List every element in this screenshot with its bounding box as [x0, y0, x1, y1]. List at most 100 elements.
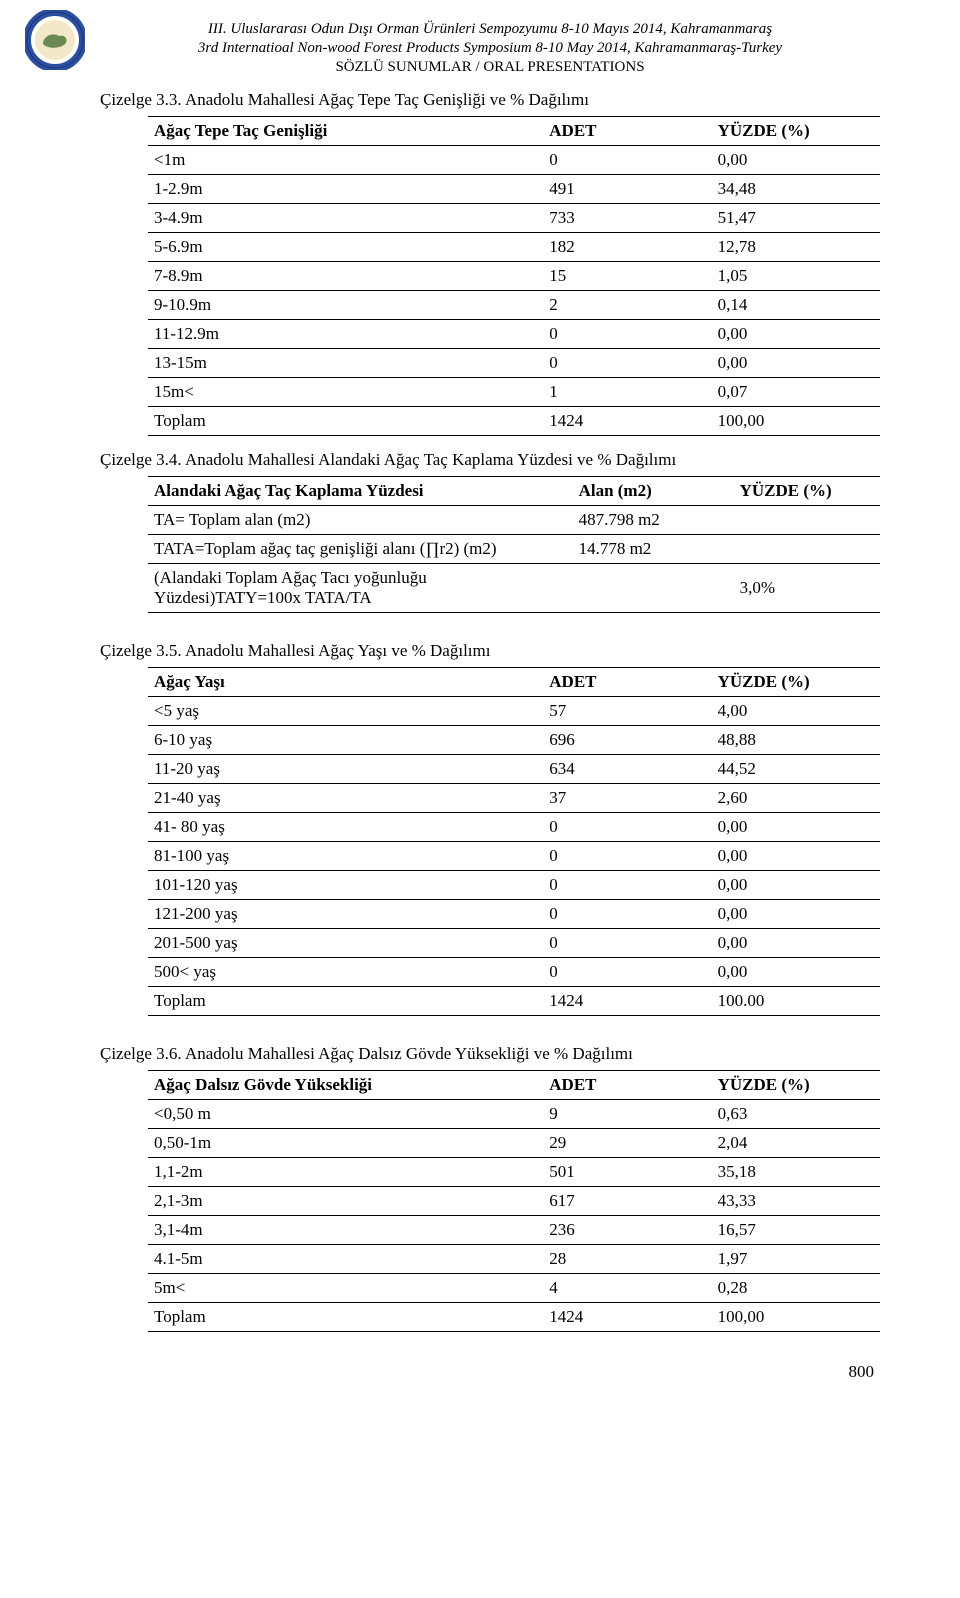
table-cell: <0,50 m: [148, 1100, 543, 1129]
table-cell: 100,00: [712, 407, 880, 436]
table-cell: 0: [543, 929, 711, 958]
table-row: 7-8.9m151,05: [148, 262, 880, 291]
table-cell: 0,00: [712, 842, 880, 871]
table-cell: 21-40 yaş: [148, 784, 543, 813]
table-row: 6-10 yaş69648,88: [148, 726, 880, 755]
table-cell: 37: [543, 784, 711, 813]
table-cell: 1424: [543, 987, 711, 1016]
table-cell: 0,00: [712, 929, 880, 958]
table-cell: 3,0%: [734, 564, 880, 613]
table-row: 15m<10,07: [148, 378, 880, 407]
table-cell: 13-15m: [148, 349, 543, 378]
table-cell: 0,00: [712, 320, 880, 349]
table-cell: 4.1-5m: [148, 1245, 543, 1274]
table-cell: 14.778 m2: [573, 535, 734, 564]
table-cell: 5-6.9m: [148, 233, 543, 262]
header-line-2: 3rd Internatioal Non-wood Forest Product…: [100, 39, 880, 58]
table-cell: 0,50-1m: [148, 1129, 543, 1158]
table36-head-1: ADET: [543, 1071, 711, 1100]
table-cell: 2,60: [712, 784, 880, 813]
table-cell: 51,47: [712, 204, 880, 233]
table-row: 0,50-1m292,04: [148, 1129, 880, 1158]
table-cell: Toplam: [148, 1303, 543, 1332]
table-cell: 15m<: [148, 378, 543, 407]
table-cell: 733: [543, 204, 711, 233]
table35-head-0: Ağaç Yaşı: [148, 668, 543, 697]
table-cell: 0,00: [712, 813, 880, 842]
table-cell: 491: [543, 175, 711, 204]
table-cell: 0: [543, 871, 711, 900]
table-row: 9-10.9m20,14: [148, 291, 880, 320]
table-cell: 634: [543, 755, 711, 784]
table-row: TA= Toplam alan (m2)487.798 m2: [148, 506, 880, 535]
table-cell: 35,18: [712, 1158, 880, 1187]
header-line-1: III. Uluslararası Odun Dışı Orman Ürünle…: [100, 20, 880, 39]
table-cell: TATA=Toplam ağaç taç genişliği alanı (∏r…: [148, 535, 573, 564]
table-row: 2,1-3m61743,33: [148, 1187, 880, 1216]
table-cell: 100,00: [712, 1303, 880, 1332]
table34-caption: Çizelge 3.4. Anadolu Mahallesi Alandaki …: [100, 450, 880, 470]
table-cell: 1,05: [712, 262, 880, 291]
table-row: 5m<40,28: [148, 1274, 880, 1303]
table-row: Toplam1424100,00: [148, 1303, 880, 1332]
table-cell: TA= Toplam alan (m2): [148, 506, 573, 535]
table-cell: 501: [543, 1158, 711, 1187]
table-row: 3,1-4m23616,57: [148, 1216, 880, 1245]
table-33: Ağaç Tepe Taç Genişliği ADET YÜZDE (%) <…: [148, 116, 880, 436]
table-cell: (Alandaki Toplam Ağaç Tacı yoğunluğu Yüz…: [148, 564, 573, 613]
table-cell: 9-10.9m: [148, 291, 543, 320]
table-cell: 11-20 yaş: [148, 755, 543, 784]
table-cell: 1,97: [712, 1245, 880, 1274]
table-row: 1-2.9m49134,48: [148, 175, 880, 204]
table-cell: 0: [543, 900, 711, 929]
table-cell: 0: [543, 320, 711, 349]
table34-head-0: Alandaki Ağaç Taç Kaplama Yüzdesi: [148, 477, 573, 506]
table-cell: 1424: [543, 1303, 711, 1332]
table-row: 81-100 yaş00,00: [148, 842, 880, 871]
table-cell: 6-10 yaş: [148, 726, 543, 755]
table-cell: 0: [543, 146, 711, 175]
table-row: TATA=Toplam ağaç taç genişliği alanı (∏r…: [148, 535, 880, 564]
table-cell: 101-120 yaş: [148, 871, 543, 900]
table-cell: 182: [543, 233, 711, 262]
table-cell: 2,04: [712, 1129, 880, 1158]
table-row: 11-20 yaş63444,52: [148, 755, 880, 784]
table34-head-2: YÜZDE (%): [734, 477, 880, 506]
table36-caption: Çizelge 3.6. Anadolu Mahallesi Ağaç Dals…: [100, 1044, 880, 1064]
table-row: <1m00,00: [148, 146, 880, 175]
table-cell: [734, 506, 880, 535]
table-cell: 121-200 yaş: [148, 900, 543, 929]
table-cell: 48,88: [712, 726, 880, 755]
table-cell: 34,48: [712, 175, 880, 204]
header-line-3: SÖZLÜ SUNUMLAR / ORAL PRESENTATIONS: [100, 58, 880, 77]
table36-head-0: Ağaç Dalsız Gövde Yüksekliği: [148, 1071, 543, 1100]
table-row: 201-500 yaş00,00: [148, 929, 880, 958]
table-cell: 12,78: [712, 233, 880, 262]
table-cell: 0: [543, 842, 711, 871]
table-cell: 0: [543, 958, 711, 987]
table-cell: 0,63: [712, 1100, 880, 1129]
table-row: 1,1-2m50135,18: [148, 1158, 880, 1187]
table-cell: [734, 535, 880, 564]
table-row: 101-120 yaş00,00: [148, 871, 880, 900]
table-cell: 487.798 m2: [573, 506, 734, 535]
table-cell: 0,00: [712, 958, 880, 987]
table-cell: 236: [543, 1216, 711, 1245]
table-cell: 15: [543, 262, 711, 291]
table-cell: 5m<: [148, 1274, 543, 1303]
table35-head-2: YÜZDE (%): [712, 668, 880, 697]
table-cell: 11-12.9m: [148, 320, 543, 349]
table-cell: 100.00: [712, 987, 880, 1016]
table-cell: 617: [543, 1187, 711, 1216]
table-row: Toplam1424100.00: [148, 987, 880, 1016]
table-cell: 4,00: [712, 697, 880, 726]
table-cell: 1424: [543, 407, 711, 436]
page-number: 800: [100, 1362, 880, 1382]
table-cell: Toplam: [148, 987, 543, 1016]
table-cell: 0,00: [712, 146, 880, 175]
table-row: 500< yaş00,00: [148, 958, 880, 987]
table33-head-0: Ağaç Tepe Taç Genişliği: [148, 117, 543, 146]
table-cell: 28: [543, 1245, 711, 1274]
table-cell: 81-100 yaş: [148, 842, 543, 871]
table-cell: 2,1-3m: [148, 1187, 543, 1216]
